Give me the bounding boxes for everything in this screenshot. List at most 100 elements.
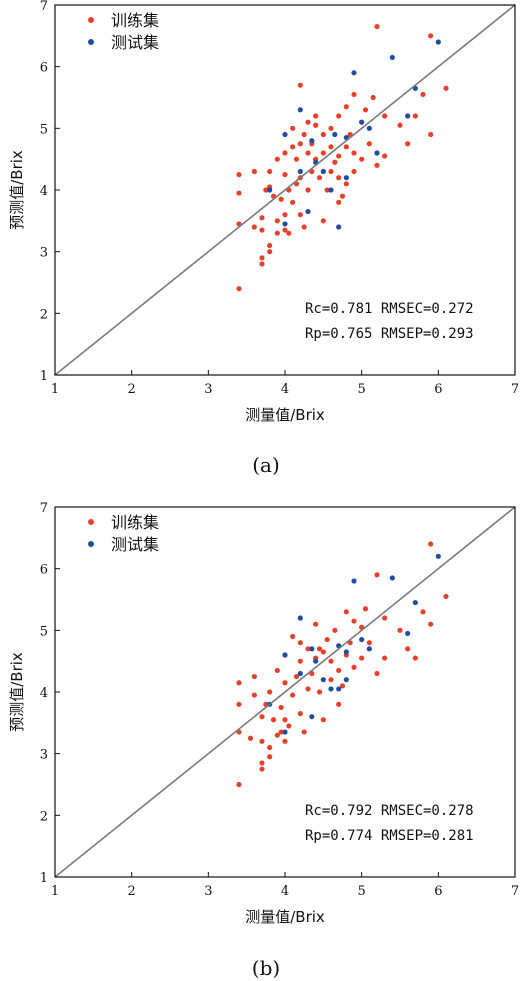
x-tick-label: 2: [128, 884, 136, 899]
legend-marker-train-b: [88, 519, 94, 525]
legend-label-test-a: 测试集: [111, 33, 159, 52]
train-point: [274, 156, 280, 162]
train-point: [301, 224, 307, 230]
legend-marker-test-a: [88, 39, 94, 45]
test-point: [343, 677, 349, 683]
train-point: [293, 673, 300, 680]
test-point: [320, 168, 326, 175]
train-point: [362, 107, 369, 113]
train-point: [251, 168, 257, 175]
train-point: [278, 704, 284, 711]
x-axis-label-b: 测量值/Brix: [245, 908, 325, 926]
train-point: [374, 572, 380, 578]
annotation-prediction-b: Rp=0.774 RMSEP=0.281: [305, 828, 474, 844]
train-point: [247, 735, 254, 741]
train-point: [324, 636, 330, 643]
train-point: [343, 144, 349, 150]
test-point: [435, 39, 441, 45]
train-point: [236, 781, 242, 788]
train-point: [282, 212, 288, 218]
train-point: [290, 633, 296, 640]
annotation-calibration-b: Rc=0.792 RMSEC=0.278: [305, 803, 474, 819]
x-tick-label: 7: [511, 884, 519, 899]
train-point: [351, 150, 357, 156]
train-point: [290, 199, 296, 205]
train-point: [267, 249, 273, 255]
train-point: [351, 618, 357, 624]
train-point: [236, 680, 242, 686]
train-point: [305, 686, 311, 692]
y-tick-label: 2: [40, 809, 48, 824]
test-point: [282, 729, 288, 735]
train-point: [290, 692, 296, 698]
train-point: [282, 171, 288, 178]
y-ticks-b: 1 2 3 4 5 6 7: [40, 501, 60, 886]
train-point: [328, 677, 334, 683]
test-point: [351, 70, 357, 76]
y-tick-label: 7: [40, 501, 48, 516]
train-point: [290, 144, 296, 150]
scatter-marks-a: [236, 23, 449, 292]
legend-label-test-b: 测试集: [111, 535, 159, 554]
train-point: [293, 156, 300, 162]
train-point: [320, 717, 326, 723]
train-point: [286, 723, 292, 729]
train-point: [259, 215, 265, 221]
train-point: [336, 175, 342, 181]
train-point: [320, 649, 326, 655]
y-tick-label: 2: [40, 307, 48, 322]
train-point: [336, 199, 342, 205]
test-point: [320, 677, 326, 683]
train-point: [274, 667, 280, 674]
train-point: [267, 754, 273, 760]
train-point: [297, 658, 303, 664]
train-point: [412, 113, 418, 119]
train-point: [382, 655, 388, 661]
test-point: [297, 670, 303, 677]
train-point: [316, 175, 323, 181]
train-point: [282, 680, 288, 686]
train-point: [351, 664, 357, 670]
train-point: [278, 196, 284, 202]
train-point: [259, 714, 265, 720]
train-point: [263, 187, 269, 193]
test-point: [343, 175, 349, 181]
x-tick-label: 1: [51, 382, 59, 397]
legend-marker-train-a: [88, 17, 94, 23]
x-tick-label: 5: [358, 382, 366, 397]
train-point: [290, 125, 296, 131]
train-point: [428, 131, 434, 138]
train-point: [370, 94, 376, 101]
y-tick-label: 1: [40, 369, 48, 384]
train-point: [251, 673, 257, 680]
caption-a: (a): [252, 453, 280, 477]
y-tick-label: 6: [40, 563, 48, 578]
x-tick-label: 4: [281, 382, 289, 397]
train-point: [305, 187, 311, 193]
x-tick-label: 7: [511, 382, 519, 397]
x-tick-label: 6: [434, 382, 442, 397]
train-point: [313, 122, 319, 128]
train-point: [301, 131, 307, 138]
panel-a: 1 2 3 4 5 6 7 1 2 3 4 5 6 7 测量值/Brix 预测值/Brix 训练集 测试…: [8, 0, 519, 477]
x-tick-label: 3: [204, 382, 212, 397]
train-point: [351, 91, 357, 98]
train-point: [313, 113, 319, 119]
train-point: [374, 23, 380, 30]
train-point: [259, 766, 265, 772]
train-point: [343, 104, 349, 110]
train-point: [270, 717, 277, 723]
train-point: [297, 141, 303, 147]
y-ticks-a: 1 2 3 4 5 6 7: [40, 0, 60, 384]
legend-marker-test-b: [88, 541, 94, 547]
train-point: [259, 255, 265, 261]
train-point: [267, 242, 273, 249]
test-point: [405, 630, 411, 637]
train-point: [282, 738, 288, 744]
train-point: [339, 193, 346, 199]
train-point: [316, 646, 323, 652]
test-point: [343, 649, 349, 655]
y-axis-label-b: 预测值/Brix: [8, 652, 26, 732]
train-point: [359, 655, 365, 661]
